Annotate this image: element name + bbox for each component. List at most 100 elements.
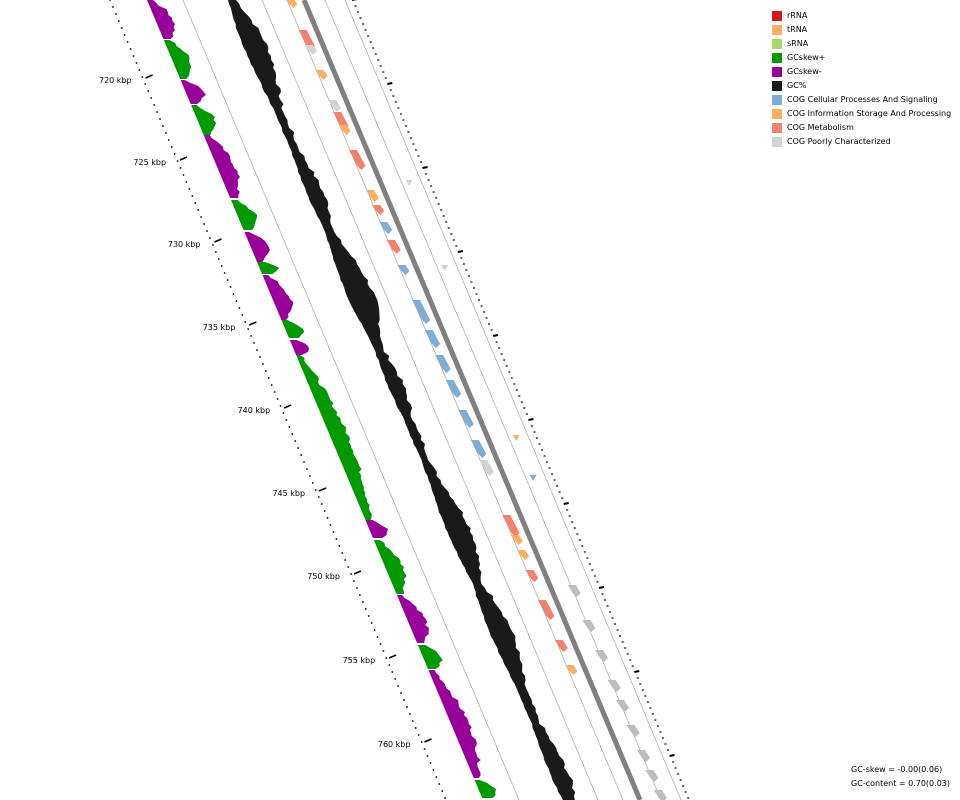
gc-skew-negative-segment [244, 232, 270, 262]
ruler-dot [141, 76, 144, 78]
ruler-dot [382, 650, 385, 652]
gc-skew-positive-segment [373, 540, 407, 594]
ruler-dot [170, 146, 173, 148]
ruler-major-tick [318, 487, 327, 492]
gene-feature-arrow [349, 150, 366, 170]
ruler-dot [214, 251, 217, 253]
ruler-dot [120, 27, 123, 29]
ruler-dot [385, 657, 388, 659]
ruler-tick [492, 334, 499, 337]
ruler-dot [144, 83, 147, 85]
ruler-dot [361, 601, 364, 603]
ruler-dot [341, 552, 344, 554]
ruler-dot [256, 349, 258, 351]
ruler-dot [194, 202, 197, 204]
legend-swatch-icon [772, 109, 782, 119]
ruler-tick-label: 755 kbp [343, 656, 376, 665]
ruler-major-tick [179, 156, 188, 161]
ruler-tick-label: 725 kbp [133, 158, 166, 167]
ruler-dot [291, 433, 294, 435]
gene-feature-arrow [554, 640, 568, 652]
ruler-dot [253, 342, 255, 344]
gene-feature-arrow [510, 535, 523, 545]
legend-label: GCskew- [787, 67, 822, 76]
ruler-dot [297, 447, 300, 449]
gene-feature-arrow [502, 515, 520, 537]
ruler-tick-label: 720 kbp [99, 76, 132, 85]
ruler-dot [408, 713, 411, 715]
gc-skew-track [147, 0, 497, 798]
ruler-dot [220, 265, 223, 267]
ruler-tick-label: 740 kbp [238, 406, 271, 415]
legend-label: rRNA [787, 11, 808, 20]
ruler-tick-label: 760 kbp [378, 740, 411, 749]
legend-label: GC% [787, 81, 807, 90]
gene-feature-arrow [607, 680, 621, 692]
ruler-tick [422, 166, 428, 169]
legend-item: COG Poorly Characterized [772, 135, 951, 149]
ruler-dot [273, 391, 276, 393]
legend-swatch-icon [772, 123, 782, 133]
ruler-dot [235, 300, 238, 302]
legend-swatch-icon [772, 137, 782, 147]
gene-feature-arrow [372, 205, 385, 215]
ruler-dot [226, 279, 229, 281]
legend-label: COG Metabolism [787, 123, 854, 132]
gc-skew-positive-segment [231, 200, 258, 230]
ruler-tick-label: 750 kbp [307, 572, 340, 581]
gene-feature-arrow [365, 190, 379, 202]
ruler-dot [353, 580, 355, 582]
ruler-dot [238, 307, 241, 309]
ruler-dot [261, 363, 264, 365]
ruler-dot [123, 34, 126, 36]
ruler-dot [244, 321, 247, 323]
ruler-dot [182, 174, 185, 176]
gc-skew-negative-segment [428, 670, 481, 778]
feature-track [286, 0, 667, 800]
ruler-dot [417, 734, 420, 736]
legend-swatch-icon [772, 53, 782, 63]
gene-feature-arrow [470, 440, 487, 458]
ruler-dot [276, 398, 279, 400]
gene-feature-arrow [525, 570, 539, 582]
legend-label: COG Poorly Characterized [787, 137, 891, 146]
gc-skew-positive-segment [417, 645, 443, 669]
gc-skew-negative-segment [289, 340, 309, 355]
ruler-dot [391, 671, 394, 673]
ruler-dot [314, 489, 317, 491]
ruler-dot [247, 328, 250, 330]
ruler-dot [435, 776, 438, 778]
gene-feature-arrow [435, 355, 451, 373]
ruler-dot [126, 41, 129, 43]
ruler-dot [212, 244, 214, 246]
ruler-dot [373, 629, 376, 631]
ruler-dot [397, 685, 400, 687]
legend-swatch-icon [772, 95, 782, 105]
ruler-dot [432, 769, 435, 771]
gene-feature-arrow [565, 665, 578, 675]
ruler-dot [441, 790, 444, 792]
ruler-dot [367, 615, 370, 617]
ruler-major-tick [145, 74, 153, 79]
ruler-tick [634, 670, 640, 673]
legend-swatch-icon [772, 39, 782, 49]
ruler-dot [270, 384, 273, 386]
legend-label: COG Information Storage And Processing [787, 109, 952, 118]
gene-feature-arrow [595, 650, 609, 662]
ruler-dot [379, 643, 382, 645]
gc-skew-negative-segment [262, 275, 294, 320]
gene-feature-arrow [626, 725, 640, 737]
ruler-dot [335, 538, 338, 540]
gene-feature-arrow [338, 125, 351, 135]
gc-statistics: GC-skew = -0.00(0.06) GC-content = 0.70(… [851, 763, 950, 791]
ruler-dot [423, 748, 426, 750]
ruler-major-tick [353, 570, 362, 575]
legend-item: rRNA [772, 9, 951, 23]
legend: rRNA tRNA sRNA GCskew+ GCskew- GC% COG Cellula… [772, 9, 951, 149]
ruler-tick-label: 730 kbp [168, 240, 201, 249]
ruler-dot [229, 286, 232, 288]
ruler-tick [669, 754, 675, 757]
track-guide-line [324, 0, 662, 800]
ruler-dot [259, 356, 261, 358]
